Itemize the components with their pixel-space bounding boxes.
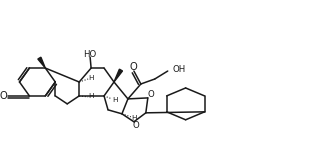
Polygon shape	[38, 57, 45, 68]
Text: O: O	[133, 121, 139, 130]
Text: H: H	[112, 97, 118, 103]
Text: HO: HO	[83, 50, 97, 59]
Text: OH: OH	[173, 65, 186, 74]
Text: H: H	[131, 115, 137, 121]
Polygon shape	[114, 69, 122, 82]
Text: O: O	[147, 90, 154, 99]
Text: H: H	[88, 75, 94, 81]
Text: O: O	[129, 62, 137, 72]
Text: O: O	[0, 91, 7, 101]
Text: H: H	[88, 93, 94, 99]
